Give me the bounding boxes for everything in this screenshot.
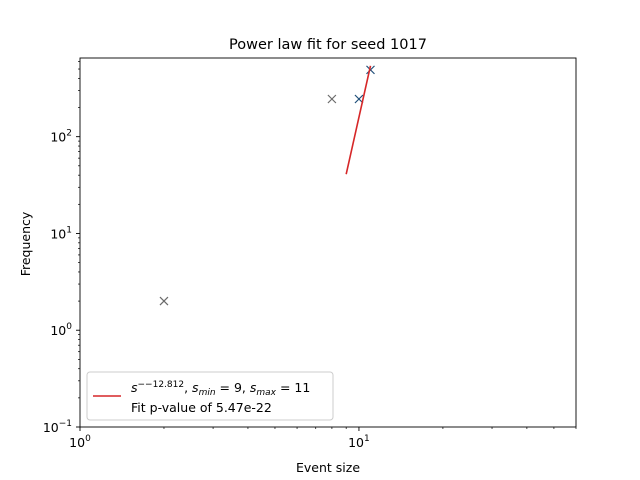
scatter-point [327, 94, 337, 104]
legend-smin-sub: min [199, 388, 216, 398]
scatter-point-stroke [159, 296, 169, 306]
scatter-point [159, 296, 169, 306]
y-tick-label: 102 [50, 129, 72, 145]
legend-entry-fit-formula: s−−12.812, smin = 9, smax = 11 [131, 380, 310, 398]
legend-smax-val: = 11 [276, 380, 310, 395]
legend-smax-sub: max [256, 388, 276, 398]
y-tick-label: 100 [50, 322, 72, 338]
scatter-point [366, 65, 375, 75]
y-tick-label: 101 [50, 225, 72, 241]
legend-smin-val: = 9 [216, 380, 242, 395]
legend-sep1: , [184, 380, 192, 395]
plot-area [159, 65, 375, 306]
fit-line [345, 65, 372, 175]
legend-smin-s: s [192, 380, 199, 395]
scatter-point-stroke [366, 65, 375, 75]
x-tick-label: 101 [348, 434, 370, 450]
chart-title: Power law fit for seed 1017 [229, 37, 427, 53]
x-axis-label: Event size [296, 460, 360, 475]
y-tick-label: 10−1 [43, 419, 72, 435]
legend-sep2: , [242, 380, 250, 395]
legend-box [86, 371, 334, 421]
scatter-point-stroke [354, 94, 364, 104]
legend-s: s [131, 380, 138, 395]
legend-entry-p-value: Fit p-value of 5.47e-22 [131, 400, 272, 415]
legend-smax-s: s [250, 380, 257, 395]
x-tick-label: 100 [69, 434, 91, 450]
legend: s−−12.812, smin = 9, smax = 11 Fit p-val… [86, 371, 334, 421]
y-axis-label: Frequency [18, 211, 33, 276]
legend-exponent: −−12.812 [138, 380, 185, 390]
scatter-point [354, 94, 364, 104]
scatter-point-stroke [327, 94, 337, 104]
